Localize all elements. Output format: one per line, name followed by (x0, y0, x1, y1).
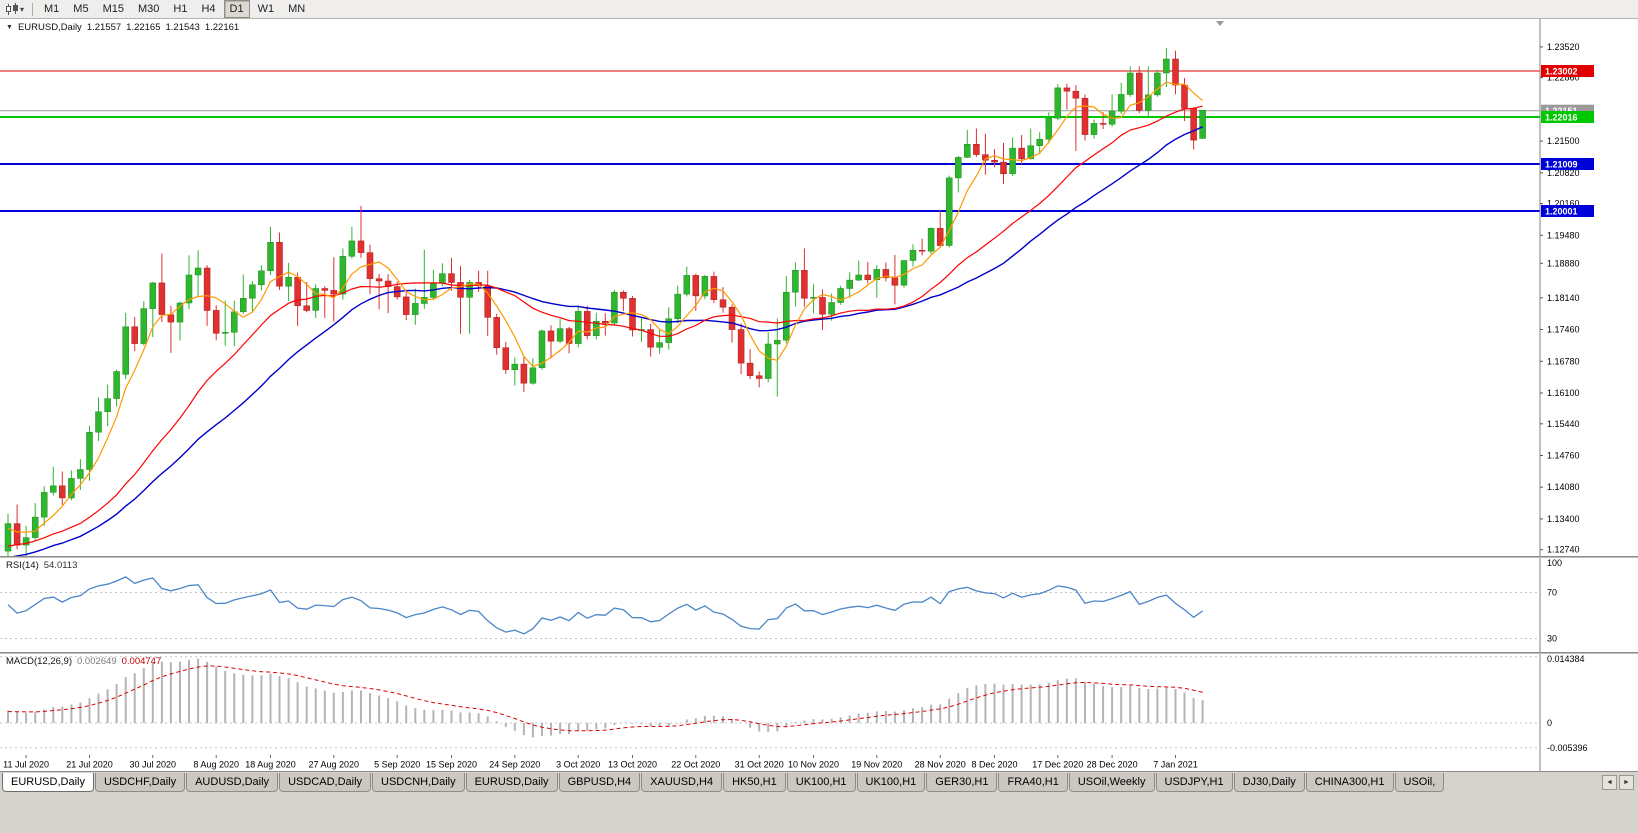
tab-scroll-arrows: ◄ ► (1596, 773, 1636, 790)
panel-divider[interactable] (0, 652, 1638, 654)
svg-text:17 Dec 2020: 17 Dec 2020 (1032, 760, 1083, 770)
triangle-down-icon[interactable]: ▼ (6, 24, 13, 31)
svg-text:13 Oct 2020: 13 Oct 2020 (608, 760, 657, 770)
svg-text:1.14080: 1.14080 (1547, 482, 1580, 492)
chart-tabs-bar: EURUSD,Daily USDCHF,Daily AUDUSD,Daily USDC… (0, 771, 1638, 793)
svg-text:1.18880: 1.18880 (1547, 258, 1580, 268)
rsi-chart-canvas[interactable]: 100 70 30 (0, 558, 1638, 652)
rsi-panel: 100 70 30 RSI(14) 54.0113 (0, 558, 1638, 652)
svg-text:30: 30 (1547, 634, 1557, 644)
svg-text:1.13400: 1.13400 (1547, 514, 1580, 524)
chart-tab-gbpusd-h4[interactable]: GBPUSD,H4 (558, 773, 641, 792)
tab-scroll-right-button[interactable]: ► (1619, 775, 1634, 790)
chart-tab-usdcnh-daily[interactable]: USDCNH,Daily (372, 773, 465, 792)
top-toolbar: ▾ M1 M5 M15 M30 H1 H4 D1 W1 MN (0, 0, 1638, 19)
svg-text:30 Jul 2020: 30 Jul 2020 (130, 760, 177, 770)
timeframe-button-group: M1 M5 M15 M30 H1 H4 D1 W1 MN (38, 0, 313, 18)
panel-divider[interactable] (0, 556, 1638, 558)
svg-text:70: 70 (1547, 588, 1557, 598)
svg-text:1.18140: 1.18140 (1547, 293, 1580, 303)
svg-text:7 Jan 2021: 7 Jan 2021 (1153, 760, 1198, 770)
chart-tab-audusd-daily[interactable]: AUDUSD,Daily (186, 773, 279, 792)
chart-tab-xauusd-h4[interactable]: XAUUSD,H4 (641, 773, 723, 792)
chart-tabs: EURUSD,Daily USDCHF,Daily AUDUSD,Daily USDC… (2, 773, 1596, 792)
svg-text:1.21009: 1.21009 (1545, 160, 1578, 170)
svg-text:1.16780: 1.16780 (1547, 356, 1580, 366)
main-chart-panel: 1.23520 1.22860 1.21500 1.20820 1.20160 1.194… (0, 19, 1638, 556)
timeframe-button-h4[interactable]: H4 (201, 3, 216, 15)
svg-text:0.014384: 0.014384 (1547, 654, 1585, 664)
svg-text:10 Nov 2020: 10 Nov 2020 (788, 760, 839, 770)
svg-text:0: 0 (1547, 718, 1552, 728)
svg-text:28 Nov 2020: 28 Nov 2020 (915, 760, 966, 770)
status-area (0, 793, 1638, 833)
svg-text:24 Sep 2020: 24 Sep 2020 (489, 760, 540, 770)
svg-text:1.21500: 1.21500 (1547, 136, 1580, 146)
timeframe-button-w1[interactable]: W1 (257, 3, 275, 15)
svg-text:100: 100 (1547, 558, 1562, 568)
chart-tab-hk50-h1[interactable]: HK50,H1 (723, 773, 786, 792)
svg-text:31 Oct 2020: 31 Oct 2020 (735, 760, 784, 770)
svg-text:21 Jul 2020: 21 Jul 2020 (66, 760, 113, 770)
timeframe-button-m5[interactable]: M5 (73, 3, 89, 15)
svg-text:1.23002: 1.23002 (1545, 67, 1578, 77)
chart-tab-china300-h1[interactable]: CHINA300,H1 (1305, 773, 1394, 792)
main-chart-canvas[interactable]: 1.23520 1.22860 1.21500 1.20820 1.20160 1.194… (0, 19, 1638, 556)
svg-text:28 Dec 2020: 28 Dec 2020 (1087, 760, 1138, 770)
toolbar-separator (32, 2, 34, 16)
svg-text:1.15440: 1.15440 (1547, 419, 1580, 429)
svg-text:19 Nov 2020: 19 Nov 2020 (851, 760, 902, 770)
svg-text:5 Sep 2020: 5 Sep 2020 (374, 760, 420, 770)
chart-tab-usoil[interactable]: USOil, (1394, 773, 1445, 792)
chart-tab-eurusd-daily[interactable]: EURUSD,Daily (465, 773, 558, 792)
svg-text:3 Oct 2020: 3 Oct 2020 (556, 760, 600, 770)
svg-text:1.12740: 1.12740 (1547, 545, 1580, 555)
svg-text:1.20160: 1.20160 (1547, 199, 1580, 209)
macd-chart-canvas[interactable]: 0.014384 0 -0.005396 (0, 654, 1638, 755)
svg-text:1.14760: 1.14760 (1547, 451, 1580, 461)
timeframe-button-d1[interactable]: D1 (223, 0, 250, 18)
chevron-down-icon[interactable]: ▾ (20, 4, 25, 14)
timeframe-button-mn[interactable]: MN (288, 3, 306, 15)
svg-text:27 Aug 2020: 27 Aug 2020 (309, 760, 360, 770)
time-axis[interactable]: 11 Jul 2020 21 Jul 2020 30 Jul 2020 8 Aug 2… (0, 755, 1638, 771)
svg-text:1.20820: 1.20820 (1547, 168, 1580, 178)
svg-text:1.16100: 1.16100 (1547, 388, 1580, 398)
chart-tab-uk100-h1[interactable]: UK100,H1 (786, 773, 856, 792)
svg-text:8 Dec 2020: 8 Dec 2020 (971, 760, 1017, 770)
timeframe-button-m30[interactable]: M30 (137, 3, 160, 15)
chart-tab-usdcad-daily[interactable]: USDCAD,Daily (279, 773, 372, 792)
svg-text:1.22016: 1.22016 (1545, 113, 1578, 123)
svg-text:18 Aug 2020: 18 Aug 2020 (245, 760, 296, 770)
chart-tab-fra40-h1[interactable]: FRA40,H1 (998, 773, 1068, 792)
chart-tab-eurusd-daily[interactable]: EURUSD,Daily (2, 773, 94, 792)
svg-text:1.17460: 1.17460 (1547, 325, 1580, 335)
macd-panel: 0.014384 0 -0.005396 MACD(12,26,9) 0.00264… (0, 654, 1638, 755)
chart-tab-uk100-h1[interactable]: UK100,H1 (856, 773, 926, 792)
chart-tab-dj30-daily[interactable]: DJ30,Daily (1233, 773, 1305, 792)
svg-text:1.22860: 1.22860 (1547, 73, 1580, 83)
timeframe-button-h1[interactable]: H1 (173, 3, 188, 15)
svg-text:8 Aug 2020: 8 Aug 2020 (193, 760, 239, 770)
timeframe-button-m1[interactable]: M1 (44, 3, 60, 15)
chart-tab-usdjpy-h1[interactable]: USDJPY,H1 (1155, 773, 1233, 792)
tab-scroll-left-button[interactable]: ◄ (1602, 775, 1617, 790)
candlestick-chart-icon[interactable] (5, 2, 19, 16)
svg-text:11 Jul 2020: 11 Jul 2020 (3, 760, 49, 770)
svg-text:1.19480: 1.19480 (1547, 230, 1580, 240)
svg-text:1.20001: 1.20001 (1545, 207, 1578, 217)
price-axis[interactable] (1540, 19, 1638, 556)
chart-tab-usdchf-daily[interactable]: USDCHF,Daily (94, 773, 186, 792)
svg-text:-0.005396: -0.005396 (1547, 743, 1588, 753)
svg-text:22 Oct 2020: 22 Oct 2020 (671, 760, 720, 770)
timeframe-button-m15[interactable]: M15 (102, 3, 124, 15)
chart-tab-ger30-h1[interactable]: GER30,H1 (926, 773, 998, 792)
svg-text:1.23520: 1.23520 (1547, 42, 1580, 52)
chart-tab-usoil-weekly[interactable]: USOil,Weekly (1068, 773, 1155, 792)
svg-text:15 Sep 2020: 15 Sep 2020 (426, 760, 477, 770)
